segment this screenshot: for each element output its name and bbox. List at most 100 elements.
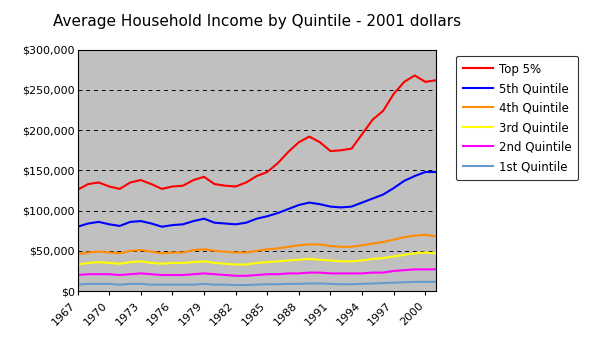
- Top 5%: [264, 170, 271, 174]
- 2nd Quintile: [158, 273, 165, 277]
- 5th Quintile: [95, 220, 102, 224]
- 2nd Quintile: [401, 268, 408, 272]
- 1st Quintile: [306, 281, 313, 285]
- 1st Quintile: [106, 282, 113, 286]
- 1st Quintile: [221, 283, 229, 287]
- 5th Quintile: [401, 179, 408, 183]
- 5th Quintile: [316, 202, 324, 206]
- 4th Quintile: [390, 237, 397, 242]
- 4th Quintile: [274, 246, 281, 251]
- 2nd Quintile: [253, 273, 260, 277]
- 5th Quintile: [127, 220, 134, 224]
- 5th Quintile: [211, 220, 218, 225]
- Top 5%: [221, 184, 229, 188]
- 2nd Quintile: [127, 272, 134, 276]
- 3rd Quintile: [221, 262, 229, 266]
- 5th Quintile: [285, 207, 292, 211]
- Text: Average Household Income by Quintile - 2001 dollars: Average Household Income by Quintile - 2…: [53, 14, 461, 29]
- 4th Quintile: [401, 235, 408, 239]
- 4th Quintile: [190, 248, 197, 252]
- 2nd Quintile: [116, 273, 124, 277]
- Top 5%: [253, 174, 260, 178]
- 3rd Quintile: [211, 261, 218, 265]
- 3rd Quintile: [401, 253, 408, 257]
- Top 5%: [327, 149, 334, 153]
- 5th Quintile: [253, 217, 260, 221]
- Top 5%: [116, 187, 124, 191]
- 1st Quintile: [401, 280, 408, 284]
- 1st Quintile: [348, 282, 355, 286]
- 5th Quintile: [274, 211, 281, 215]
- Line: 4th Quintile: 4th Quintile: [78, 235, 436, 254]
- 1st Quintile: [411, 280, 418, 284]
- Top 5%: [190, 178, 197, 182]
- 1st Quintile: [296, 282, 303, 286]
- 4th Quintile: [337, 245, 344, 249]
- Top 5%: [285, 150, 292, 154]
- 2nd Quintile: [316, 271, 324, 275]
- 4th Quintile: [148, 250, 155, 254]
- 4th Quintile: [348, 245, 355, 249]
- 3rd Quintile: [242, 262, 250, 267]
- 3rd Quintile: [432, 251, 439, 255]
- 4th Quintile: [137, 248, 144, 252]
- 2nd Quintile: [264, 272, 271, 276]
- 1st Quintile: [211, 283, 218, 287]
- 3rd Quintile: [274, 259, 281, 263]
- 1st Quintile: [390, 280, 397, 285]
- Top 5%: [158, 187, 165, 191]
- 2nd Quintile: [358, 271, 365, 275]
- 5th Quintile: [411, 174, 418, 178]
- 4th Quintile: [380, 240, 387, 244]
- 3rd Quintile: [190, 260, 197, 264]
- 5th Quintile: [242, 220, 250, 225]
- 4th Quintile: [306, 242, 313, 247]
- 5th Quintile: [337, 205, 344, 209]
- 5th Quintile: [327, 204, 334, 209]
- 1st Quintile: [285, 282, 292, 286]
- 4th Quintile: [232, 250, 239, 255]
- 1st Quintile: [201, 282, 208, 286]
- Top 5%: [348, 147, 355, 151]
- Top 5%: [85, 182, 92, 186]
- 2nd Quintile: [74, 273, 81, 277]
- 3rd Quintile: [327, 258, 334, 263]
- 4th Quintile: [432, 234, 439, 239]
- 1st Quintile: [316, 281, 324, 285]
- 1st Quintile: [432, 280, 439, 284]
- 3rd Quintile: [95, 260, 102, 264]
- 3rd Quintile: [337, 259, 344, 263]
- 1st Quintile: [327, 282, 334, 286]
- 5th Quintile: [421, 170, 429, 174]
- 5th Quintile: [116, 224, 124, 228]
- 2nd Quintile: [221, 273, 229, 277]
- 2nd Quintile: [390, 269, 397, 273]
- 5th Quintile: [390, 186, 397, 190]
- 5th Quintile: [221, 222, 229, 226]
- 2nd Quintile: [411, 267, 418, 272]
- Top 5%: [106, 184, 113, 189]
- 1st Quintile: [95, 282, 102, 286]
- 2nd Quintile: [337, 271, 344, 275]
- 2nd Quintile: [380, 271, 387, 275]
- 5th Quintile: [201, 217, 208, 221]
- 2nd Quintile: [242, 274, 250, 278]
- 5th Quintile: [179, 222, 186, 226]
- Top 5%: [137, 178, 144, 182]
- 2nd Quintile: [421, 267, 429, 272]
- Line: Top 5%: Top 5%: [78, 76, 436, 190]
- 3rd Quintile: [201, 259, 208, 263]
- 3rd Quintile: [411, 251, 418, 255]
- 3rd Quintile: [358, 258, 365, 263]
- 5th Quintile: [190, 219, 197, 223]
- 1st Quintile: [232, 283, 239, 287]
- Top 5%: [232, 184, 239, 189]
- Top 5%: [390, 92, 397, 96]
- 3rd Quintile: [253, 261, 260, 265]
- 5th Quintile: [137, 219, 144, 223]
- 5th Quintile: [348, 204, 355, 209]
- 4th Quintile: [358, 243, 365, 247]
- 5th Quintile: [74, 225, 81, 229]
- 4th Quintile: [411, 234, 418, 238]
- 3rd Quintile: [106, 261, 113, 265]
